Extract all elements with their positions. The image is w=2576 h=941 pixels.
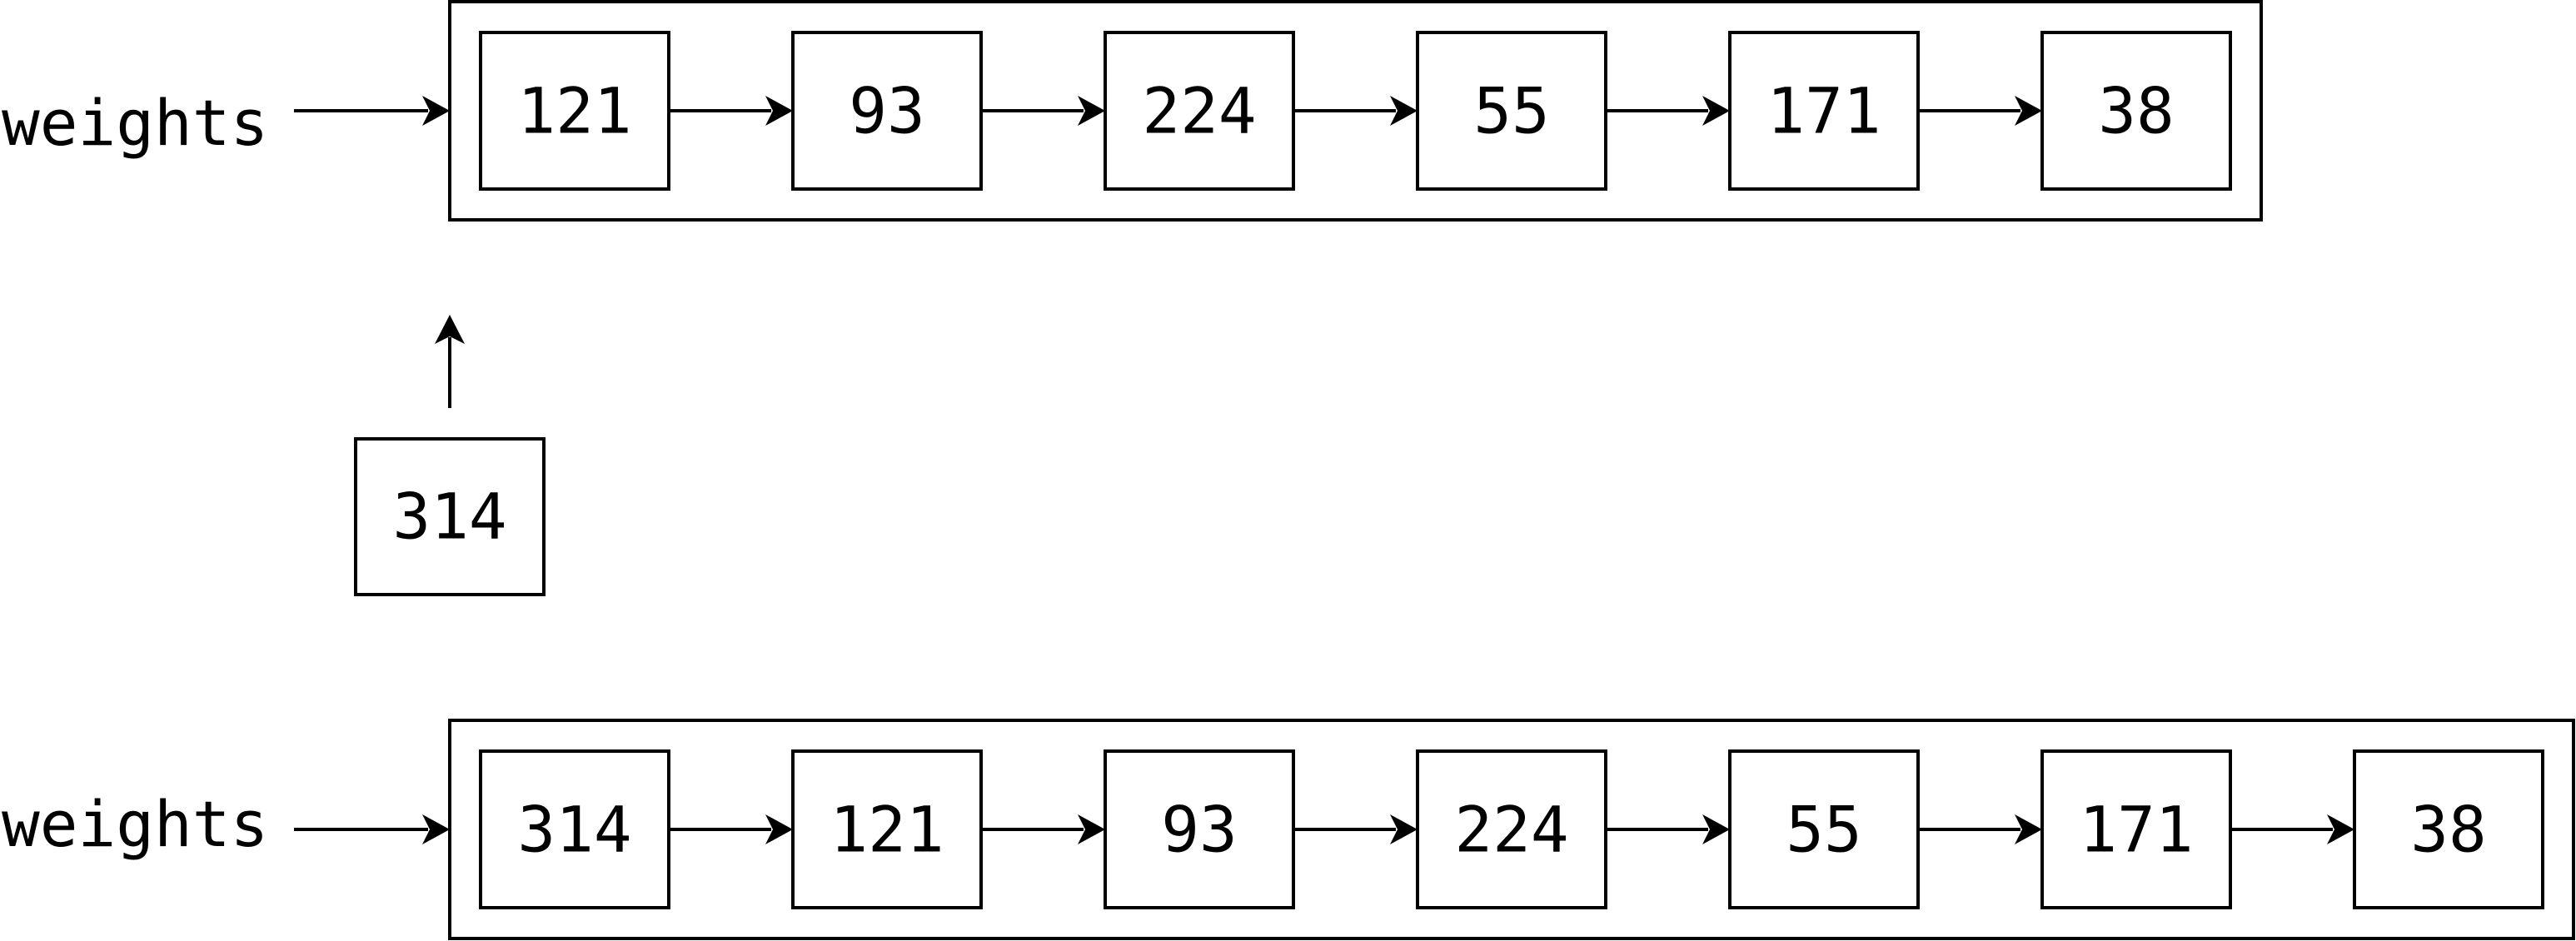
- next-arrow: [1918, 814, 2042, 844]
- next-arrow: [1293, 96, 1418, 126]
- next-arrow: [669, 814, 793, 844]
- next-arrow: [1293, 814, 1418, 844]
- svg-text:93: 93: [1161, 793, 1238, 867]
- list-node: 38: [2353, 749, 2544, 909]
- svg-text:121: 121: [830, 793, 944, 867]
- next-arrow: [2230, 814, 2354, 844]
- list-node: 224: [1416, 749, 1607, 909]
- svg-text:38: 38: [2098, 74, 2175, 148]
- next-arrow: [981, 814, 1105, 844]
- list-node: 171: [1728, 31, 1920, 191]
- new-node: 314: [354, 437, 546, 596]
- svg-text:224: 224: [1454, 793, 1568, 867]
- list-node: 55: [1728, 749, 1920, 909]
- next-arrow: [1918, 96, 2042, 126]
- bottom-list-label: weights: [2, 787, 268, 861]
- insert-arrow: [435, 315, 465, 408]
- svg-text:314: 314: [517, 793, 631, 867]
- new-node-value: 314: [392, 480, 506, 554]
- top-list-label: weights: [2, 86, 268, 160]
- top-list-nodes: 121 93 224: [479, 31, 2232, 191]
- top-pointer-arrow: [294, 96, 450, 126]
- bottom-list-nodes: 314 121 93: [479, 749, 2544, 909]
- list-node: 224: [1104, 31, 1295, 191]
- list-node: 55: [1416, 31, 1607, 191]
- svg-text:38: 38: [2410, 793, 2487, 867]
- top-list: weights 121 93: [2, 0, 2263, 222]
- list-node: 171: [2040, 749, 2232, 909]
- insert-node-group: 314: [354, 315, 546, 596]
- svg-text:171: 171: [1766, 74, 1881, 148]
- list-node: 314: [479, 749, 670, 909]
- next-arrow: [669, 96, 793, 126]
- svg-text:55: 55: [1473, 74, 1550, 148]
- svg-text:121: 121: [517, 74, 631, 148]
- svg-text:171: 171: [2079, 793, 2193, 867]
- list-node: 121: [791, 749, 983, 909]
- list-node: 93: [1104, 749, 1295, 909]
- svg-text:224: 224: [1142, 74, 1256, 148]
- next-arrow: [1606, 814, 1730, 844]
- svg-text:55: 55: [1786, 793, 1862, 867]
- next-arrow: [981, 96, 1105, 126]
- bottom-pointer-arrow: [294, 814, 450, 844]
- list-node: 38: [2040, 31, 2232, 191]
- next-arrow: [1606, 96, 1730, 126]
- list-node: 93: [791, 31, 983, 191]
- bottom-list: weights 314 121: [2, 719, 2575, 940]
- list-node: 121: [479, 31, 670, 191]
- svg-text:93: 93: [849, 74, 925, 148]
